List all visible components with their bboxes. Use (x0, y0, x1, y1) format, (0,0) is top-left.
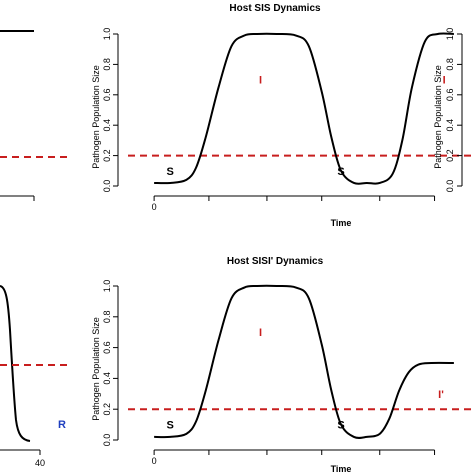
y-axis-title-sisi: Pathogen Population Size (91, 317, 101, 421)
y-tick-label: 0.2 (445, 149, 455, 162)
y-tick-label: 1.0 (102, 280, 112, 293)
y-tick-label: 0.6 (102, 89, 112, 102)
y-tick-label: 0.4 (445, 119, 455, 132)
state-label: I (259, 327, 262, 339)
y-tick-label: 1.0 (102, 28, 112, 41)
state-label: S (167, 420, 174, 432)
state-label: S (167, 166, 174, 178)
y-tick-label: 0.0 (445, 180, 455, 193)
panel-left-top-partial (0, 30, 70, 201)
y-tick-label: 1.0 (445, 28, 455, 41)
y-tick-label: 0.0 (102, 434, 112, 447)
y-tick-label: 0.2 (102, 149, 112, 162)
population-curve (154, 284, 454, 439)
state-label: S (337, 166, 344, 178)
y-tick-label: 0.4 (102, 372, 112, 385)
y-tick-label: 0.8 (102, 58, 112, 71)
y-tick-label: 0.8 (102, 311, 112, 324)
y-axis-title-sis: Pathogen Population Size (91, 65, 101, 169)
y-tick-label: 0.6 (102, 341, 112, 354)
y-tick-label: 0.4 (102, 119, 112, 132)
y-axis-title-right: Pathogen Population Size (433, 65, 443, 169)
state-label: I (443, 75, 446, 87)
panel-title-sisi: Host SISI' Dynamics (227, 256, 324, 267)
x-tick-label: 0 (152, 456, 157, 466)
x-axis-title-sisi: Time (331, 464, 352, 474)
panel-sisi: Host SISI' Dynamics Pathogen Population … (91, 256, 474, 474)
y-tick-label: 0.8 (445, 58, 455, 71)
state-label: S (337, 420, 344, 432)
panel-left-bottom-partial: 40 R (0, 285, 70, 468)
panel-sis: Host SIS Dynamics Pathogen Population Si… (91, 3, 474, 228)
x-tick-label: 0 (152, 202, 157, 212)
x-axis-title-sis: Time (331, 218, 352, 228)
panel-right-partial: Pathogen Population Size 0.0 0.2 0.4 0.6 0.8… (433, 28, 463, 193)
population-curve (0, 285, 31, 442)
panel-title-sis: Host SIS Dynamics (229, 3, 321, 14)
y-tick-label: 0.6 (445, 89, 455, 102)
state-label: I (259, 75, 262, 87)
state-label: R (58, 419, 66, 431)
x-tick-label: 40 (35, 458, 45, 468)
state-label: I' (438, 389, 444, 401)
y-tick-label: 0.2 (102, 403, 112, 416)
y-tick-label: 0.0 (102, 180, 112, 193)
population-curve (154, 32, 454, 185)
